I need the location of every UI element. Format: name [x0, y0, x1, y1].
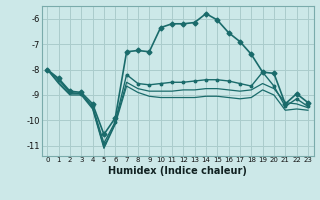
X-axis label: Humidex (Indice chaleur): Humidex (Indice chaleur) — [108, 166, 247, 176]
